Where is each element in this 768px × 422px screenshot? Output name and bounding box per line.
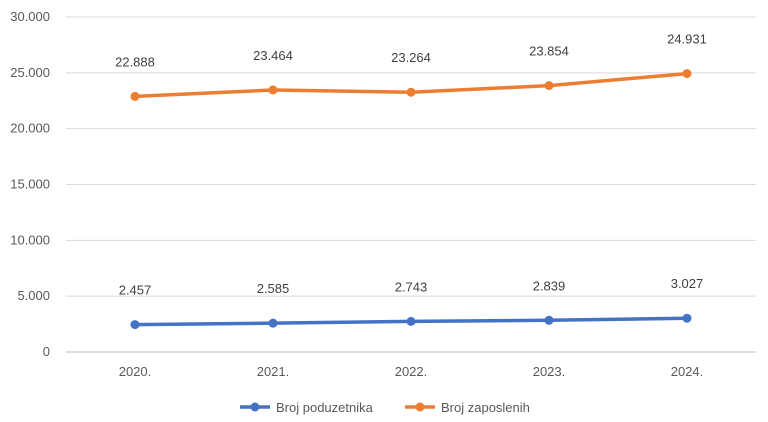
x-tick-label: 2021. — [257, 364, 290, 379]
data-point — [130, 320, 140, 330]
data-label: 23.464 — [253, 48, 293, 63]
data-label: 3.027 — [671, 276, 704, 291]
x-tick-label: 2024. — [671, 364, 704, 379]
data-point — [682, 313, 692, 323]
x-tick-label: 2023. — [533, 364, 566, 379]
legend: Broj poduzetnika Broj zaposlenih — [240, 400, 530, 415]
data-point — [544, 81, 554, 91]
data-point — [406, 316, 416, 326]
data-point — [544, 315, 554, 325]
data-point — [268, 85, 278, 95]
x-tick-label: 2022. — [395, 364, 428, 379]
data-point — [268, 318, 278, 328]
data-point — [406, 87, 416, 97]
data-label: 24.931 — [667, 32, 707, 47]
y-tick-label: 0 — [43, 344, 50, 359]
legend-swatch-marker — [250, 402, 260, 412]
y-tick-label: 5.000 — [17, 288, 50, 303]
data-label: 2.743 — [395, 279, 428, 294]
series-lines: 2.457 2.585 2.743 2.839 3.027 22.888 23.464 23.… — [115, 32, 707, 330]
y-tick-label: 10.000 — [10, 232, 50, 247]
x-axis-ticks: 2020. 2021. 2022. 2023. 2024. — [119, 364, 704, 379]
data-point — [682, 69, 692, 79]
data-point — [130, 91, 140, 101]
legend-label: Broj poduzetnika — [276, 400, 374, 415]
y-tick-label: 30.000 — [10, 9, 50, 24]
data-label: 2.585 — [257, 281, 290, 296]
data-label: 2.457 — [119, 283, 152, 298]
legend-label: Broj zaposlenih — [441, 400, 530, 415]
y-tick-label: 20.000 — [10, 121, 50, 136]
legend-swatch-marker — [415, 402, 425, 412]
data-label: 23.854 — [529, 44, 569, 59]
y-axis-ticks: 0 5.000 10.000 15.000 20.000 25.000 30.000 — [10, 9, 50, 359]
data-label: 22.888 — [115, 54, 155, 69]
data-label: 2.839 — [533, 278, 566, 293]
data-label: 23.264 — [391, 50, 431, 65]
y-tick-label: 25.000 — [10, 65, 50, 80]
y-tick-label: 15.000 — [10, 177, 50, 192]
gridlines — [66, 16, 756, 353]
x-tick-label: 2020. — [119, 364, 152, 379]
